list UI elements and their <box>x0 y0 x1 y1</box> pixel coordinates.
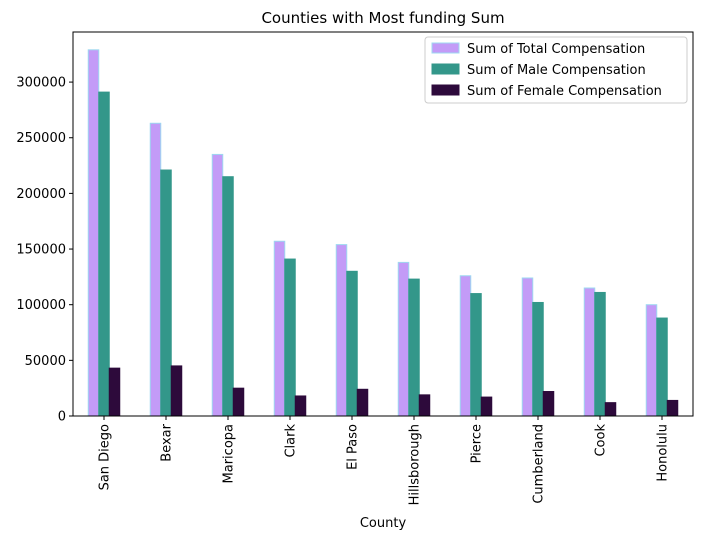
bar-male-el-paso <box>346 270 358 417</box>
y-tick-label: 50000 <box>25 354 66 369</box>
legend-label: Sum of Female Compensation <box>467 84 662 99</box>
bar-total-san-diego <box>87 49 100 417</box>
bar-male-pierce <box>470 293 482 417</box>
bar-male-clark <box>284 258 296 417</box>
legend-swatch <box>431 84 460 96</box>
x-tick-label: Clark <box>284 424 299 458</box>
y-tick-label: 0 <box>58 410 66 425</box>
bar-male-hillsborough <box>408 278 420 417</box>
bar-female-clark <box>294 395 307 417</box>
bar-total-clark <box>273 240 286 417</box>
legend-box <box>424 36 688 104</box>
bar-female-cook <box>604 402 617 417</box>
legend: Sum of Total Compensation Sum of Male Com… <box>424 36 688 104</box>
x-axis: San Diego Bexar Maricopa Clark El Paso Hillsb… <box>98 416 671 505</box>
bar-female-el-paso <box>356 388 369 417</box>
y-tick-label: 200000 <box>16 187 66 202</box>
plot-frame <box>72 31 694 417</box>
x-tick-label: San Diego <box>98 424 113 490</box>
x-tick-label: Cumberland <box>532 424 547 504</box>
y-tick-label: 250000 <box>16 131 66 146</box>
bar-total-el-paso <box>335 244 348 417</box>
legend-label: Sum of Total Compensation <box>467 42 645 57</box>
bar-male-maricopa <box>222 176 234 417</box>
bar-female-pierce <box>480 396 493 417</box>
bar-total-cook <box>583 287 596 417</box>
x-axis-label: County <box>360 516 407 531</box>
bar-total-bexar <box>149 122 162 417</box>
legend-swatch <box>431 63 460 75</box>
y-axis: 0 50000 100000 150000 200000 250000 300000 <box>16 76 73 425</box>
bars-group <box>87 49 679 417</box>
bar-male-cook <box>594 291 606 417</box>
bar-total-maricopa <box>211 153 224 417</box>
bar-total-pierce <box>459 275 472 417</box>
y-tick-label: 100000 <box>16 298 66 313</box>
x-tick-label: El Paso <box>346 424 361 470</box>
bar-female-hillsborough <box>418 394 431 417</box>
x-tick-label: Hillsborough <box>408 424 423 505</box>
y-tick-label: 300000 <box>16 76 66 91</box>
bar-total-cumberland <box>521 277 534 417</box>
x-tick-label: Bexar <box>160 423 175 461</box>
bar-male-honolulu <box>656 317 668 417</box>
y-tick-label: 150000 <box>16 243 66 258</box>
legend-label: Sum of Male Compensation <box>467 63 646 78</box>
bar-female-cumberland <box>542 391 555 417</box>
bar-male-cumberland <box>532 301 544 417</box>
chart-title: Counties with Most funding Sum <box>261 9 504 27</box>
bar-total-honolulu <box>645 304 658 417</box>
bar-total-hillsborough <box>397 261 410 417</box>
x-tick-label: Pierce <box>470 424 485 463</box>
bar-female-san-diego <box>108 367 121 417</box>
x-tick-label: Cook <box>594 424 609 457</box>
bar-female-bexar <box>170 365 183 417</box>
legend-swatch <box>431 42 460 54</box>
x-tick-label: Maricopa <box>222 424 237 483</box>
bar-male-san-diego <box>98 91 110 417</box>
bar-female-maricopa <box>232 387 245 417</box>
x-tick-label: Honolulu <box>656 424 671 482</box>
bar-male-bexar <box>160 169 172 417</box>
bar-female-honolulu <box>666 399 679 417</box>
